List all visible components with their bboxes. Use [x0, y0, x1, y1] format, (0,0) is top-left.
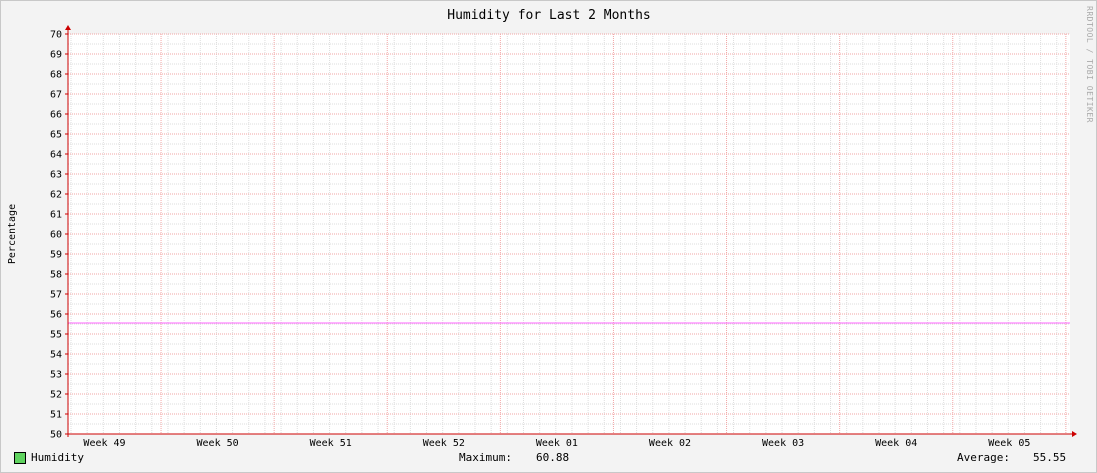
- x-tick-labels: Week 49 Week 50 Week 51 Week 52 Week 01 Week …: [83, 438, 1030, 447]
- y-tick-label: 55: [50, 330, 62, 341]
- x-axis-arrow: [1072, 431, 1077, 437]
- y-tick-label: 65: [50, 130, 62, 141]
- y-tick-label: 53: [50, 370, 62, 381]
- maximum-label: Maximum:: [459, 451, 512, 464]
- y-tick-label: 58: [50, 270, 62, 281]
- x-tick-label: Week 02: [649, 438, 691, 447]
- y-tick-label: 69: [50, 50, 62, 61]
- y-tick-label: 52: [50, 390, 62, 401]
- y-tick-label: 66: [50, 110, 62, 121]
- x-tick-label: Week 51: [310, 438, 352, 447]
- x-tick-label: Week 49: [83, 438, 125, 447]
- x-tick-label: Week 01: [536, 438, 578, 447]
- y-tick-label: 54: [50, 350, 62, 361]
- y-axis-arrow: [65, 25, 71, 30]
- y-tick-label: 51: [50, 410, 62, 421]
- y-tick-label: 64: [50, 150, 62, 161]
- humidity-swatch: [14, 452, 26, 464]
- x-tick-label: Week 05: [988, 438, 1030, 447]
- average-label: Average:: [957, 451, 1010, 464]
- y-tick-label: 61: [50, 210, 62, 221]
- y-tick-labels: 50 51 52 53 54 55 56 57 58 59 60 61 62 63 64 65 66 67 68 69…: [50, 30, 62, 441]
- humidity-chart: Humidity for Last 2 Months Percentage RR…: [7, 6, 1094, 447]
- chart-title: Humidity for Last 2 Months: [447, 8, 651, 23]
- y-tick-label: 50: [50, 430, 62, 441]
- legend-series-name: Humidity: [31, 451, 84, 464]
- y-tick-label: 70: [50, 30, 62, 41]
- legend: Humidity Maximum: 60.88 Average: 55.55: [1, 447, 1096, 467]
- maximum-value: 60.88: [536, 451, 570, 464]
- y-tick-label: 60: [50, 230, 62, 241]
- x-tick-label: Week 04: [875, 438, 917, 447]
- y-tick-label: 67: [50, 90, 62, 101]
- y-tick-label: 63: [50, 170, 62, 181]
- y-tick-label: 68: [50, 70, 62, 81]
- y-tick-label: 56: [50, 310, 62, 321]
- average-value: 55.55: [1033, 451, 1067, 464]
- rrdtool-watermark: RRDTOOL / TOBI OETIKER: [1085, 6, 1094, 123]
- x-tick-label: Week 52: [423, 438, 465, 447]
- y-axis-label: Percentage: [7, 204, 18, 264]
- y-tick-label: 62: [50, 190, 62, 201]
- grid-lines: [65, 33, 1070, 435]
- y-tick-label: 59: [50, 250, 62, 261]
- axes: [65, 25, 1077, 437]
- y-tick-label: 57: [50, 290, 62, 301]
- x-tick-label: Week 50: [197, 438, 239, 447]
- x-tick-label: Week 03: [762, 438, 804, 447]
